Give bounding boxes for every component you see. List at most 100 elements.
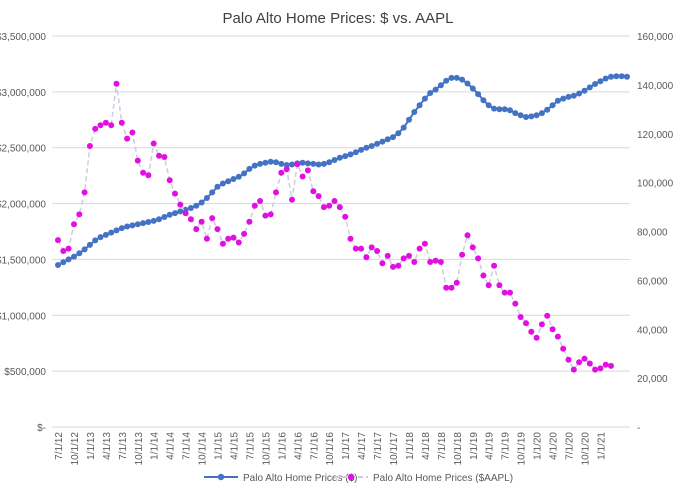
home-price-point — [624, 73, 630, 80]
aapl-price-point — [81, 189, 88, 196]
aapl-price-point — [384, 252, 391, 259]
aapl-price-point — [496, 282, 503, 289]
aapl-price-point — [395, 262, 402, 269]
x-axis-tick-label: 4/1/16 — [293, 432, 304, 460]
aapl-price-point — [576, 359, 583, 366]
aapl-price-point — [597, 365, 604, 372]
home-price-point — [400, 124, 407, 131]
home-price-point — [267, 158, 274, 165]
aapl-price-point — [289, 196, 295, 203]
chart-title: Palo Alto Home Prices: $ vs. AAPL — [223, 10, 454, 27]
x-axis-tick-label: 4/1/14 — [166, 432, 177, 460]
home-price-point — [187, 205, 194, 211]
home-price-point — [597, 78, 604, 85]
home-price-point — [214, 183, 221, 190]
x-axis-tick-label: 4/1/18 — [421, 432, 432, 460]
legend: Palo Alto Home Prices ($) Palo Alto Home… — [204, 473, 513, 484]
aapl-price-point — [65, 245, 72, 252]
left-axis-tick-label: $500,000 — [4, 367, 46, 378]
home-price-point — [565, 93, 572, 100]
home-price-point — [384, 136, 391, 143]
aapl-price-point — [491, 262, 498, 269]
aapl-price-point — [411, 259, 418, 265]
aapl-price-point — [113, 80, 120, 87]
home-price-point — [299, 159, 306, 166]
aapl-price-point — [421, 240, 428, 247]
aapl-price-point — [71, 221, 77, 228]
home-price-point — [608, 73, 614, 80]
home-price-point — [86, 241, 93, 248]
aapl-price-point — [363, 254, 370, 261]
home-price-point — [448, 74, 455, 81]
aapl-price-point — [342, 213, 349, 220]
aapl-price-point — [108, 122, 115, 129]
aapl-price-point — [592, 366, 599, 373]
home-price-point — [560, 95, 567, 102]
aapl-price-point — [187, 216, 194, 223]
legend-item-aapl[interactable]: Palo Alto Home Prices ($AAPL) — [334, 473, 513, 484]
aapl-price-point — [549, 326, 556, 333]
home-price-point — [92, 237, 99, 244]
legend-label-home-prices: Palo Alto Home Prices ($) — [243, 473, 358, 484]
aapl-price-point — [517, 314, 524, 320]
aapl-price-point — [262, 212, 269, 219]
home-price-point — [129, 222, 136, 229]
left-axis-tick-label: $- — [37, 423, 46, 434]
aapl-price-point — [214, 226, 221, 233]
home-price-point — [278, 160, 285, 167]
aapl-price-point — [533, 334, 540, 341]
home-price-point — [533, 112, 540, 119]
x-axis-tick-label: 10/1/13 — [134, 432, 145, 466]
x-axis-tick-label: 1/1/21 — [596, 432, 607, 460]
home-price-point — [576, 90, 583, 97]
left-axis-tick-label: $1,000,000 — [0, 311, 46, 322]
aapl-price-point — [257, 198, 264, 204]
aapl-price-point — [437, 259, 444, 265]
home-price-point — [491, 105, 498, 112]
home-price-point — [315, 161, 322, 168]
x-axis-tick-label: 1/1/18 — [405, 432, 416, 460]
home-price-point — [161, 214, 168, 220]
aapl-price-point — [320, 204, 327, 211]
home-price-point — [273, 159, 279, 166]
aapl-price-point — [448, 284, 455, 291]
aapl-price-point — [512, 300, 519, 307]
home-price-point — [501, 106, 508, 113]
aapl-price-point — [294, 161, 301, 168]
aapl-price-point — [299, 173, 306, 180]
aapl-price-point — [235, 239, 242, 246]
x-axis-tick-label: 10/1/16 — [325, 432, 336, 466]
right-axis-tick-label: 160,000 — [637, 32, 674, 43]
legend-marker-home-prices — [217, 473, 225, 481]
aapl-price-point — [86, 143, 93, 149]
home-price-point — [342, 153, 349, 160]
x-axis-tick-label: 7/1/20 — [565, 432, 576, 460]
series-layer — [55, 73, 630, 373]
x-axis-tick-label: 1/1/20 — [533, 432, 544, 460]
x-axis-tick-label: 7/1/14 — [182, 432, 193, 460]
home-price-point — [102, 231, 109, 238]
x-axis-tick-label: 1/1/16 — [277, 432, 288, 460]
home-price-point — [475, 91, 482, 98]
aapl-price-point — [443, 284, 450, 291]
aapl-price-point — [432, 257, 439, 264]
x-axis-tick-label: 1/1/13 — [86, 432, 97, 460]
x-axis-tick-label: 10/1/12 — [70, 432, 81, 466]
aapl-price-point — [278, 169, 285, 176]
legend-item-home-prices[interactable]: Palo Alto Home Prices ($) — [204, 473, 358, 484]
home-price-point — [310, 160, 317, 167]
aapl-price-point — [172, 190, 178, 197]
left-axis-tick-label: $1,500,000 — [0, 255, 46, 266]
series-aapl — [55, 80, 614, 373]
aapl-price-point — [416, 245, 423, 252]
legend-marker-aapl — [347, 473, 355, 481]
home-price-point — [570, 92, 577, 99]
legend-label-aapl: Palo Alto Home Prices ($AAPL) — [373, 473, 513, 484]
aapl-price-point — [241, 230, 248, 237]
home-price-point — [432, 86, 439, 93]
left-axis-tick-label: $3,000,000 — [0, 88, 46, 99]
aapl-price-point — [182, 210, 189, 217]
x-axis-tick-label: 4/1/17 — [357, 432, 368, 460]
x-axis-tick-label: 4/1/20 — [549, 432, 560, 460]
x-axis-tick-label: 7/1/13 — [118, 432, 129, 460]
